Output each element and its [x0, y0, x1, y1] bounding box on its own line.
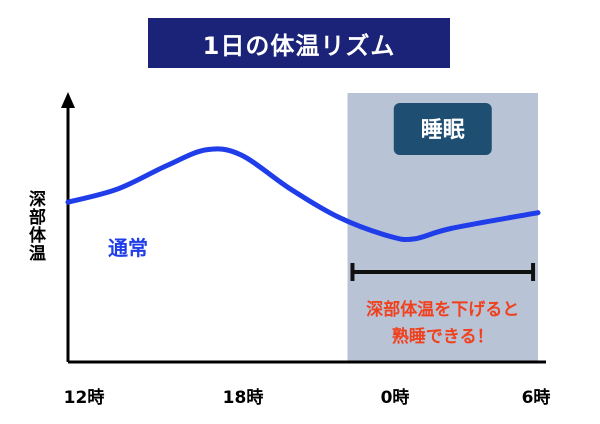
series-label-normal: 通常 — [108, 236, 148, 260]
sleep-label: 睡眠 — [421, 118, 465, 143]
x-tick-0: 0時 — [380, 388, 410, 408]
chart-title: 1日の体温リズム — [202, 31, 396, 60]
annotation-text-line1: 深部体温を下げると — [366, 299, 519, 320]
sleep-label-box — [393, 103, 492, 155]
x-tick-6: 6時 — [521, 388, 551, 408]
y-axis-arrow — [61, 92, 75, 108]
chart-title-box: 1日の体温リズム — [148, 18, 450, 68]
annotation-text-line2: 熟睡できる！ — [392, 326, 494, 347]
temperature-line — [65, 146, 541, 243]
x-tick-18: 18時 — [222, 388, 264, 408]
x-tick-12: 12時 — [63, 388, 105, 408]
y-axis-label: 深部体温 — [25, 190, 45, 262]
